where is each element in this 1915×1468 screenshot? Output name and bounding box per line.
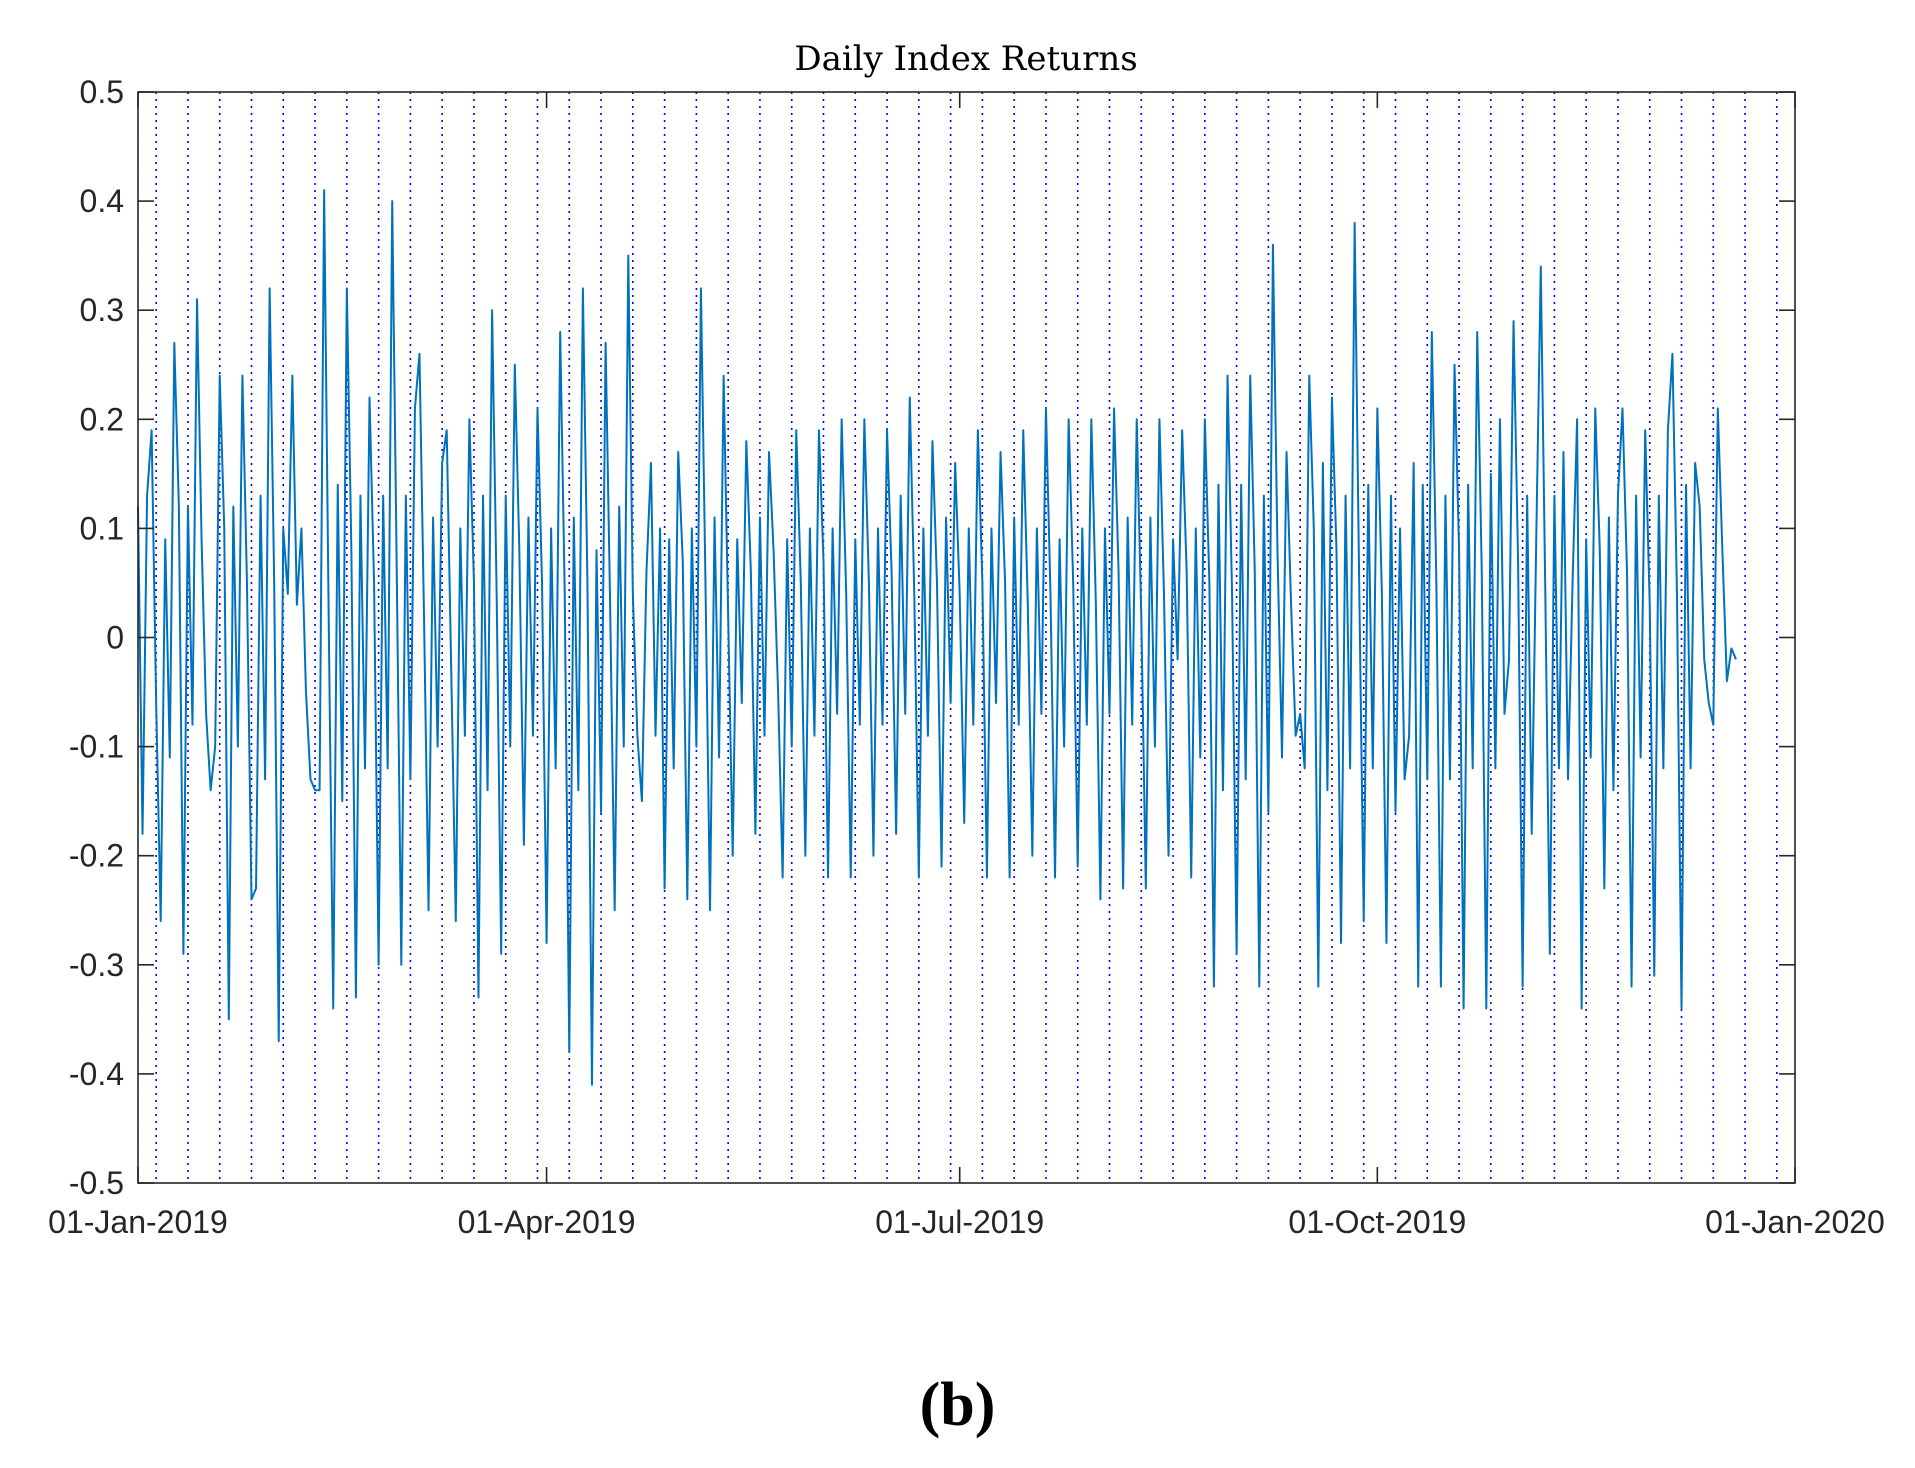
ytick-label-0: -0.5	[69, 1165, 124, 1201]
xtick-label-4: 01-Jan-2020	[1705, 1204, 1885, 1240]
returns-series-line	[137, 189, 1737, 1086]
axes-box	[137, 91, 1796, 1184]
ytick-label-5: 0	[106, 620, 124, 656]
y-tick-labels: -0.5 -0.4 -0.3 -0.2 -0.1 0 0.1 0.2 0.3 0.4 0.5	[69, 74, 124, 1201]
chart-title: Daily Index Returns	[794, 39, 1137, 79]
x-tick-labels: 01-Jan-2019 01-Apr-2019 01-Jul-2019 01-Oct-…	[48, 1204, 1885, 1240]
panel-label: (b)	[919, 1371, 996, 1439]
xtick-label-3: 01-Oct-2019	[1288, 1204, 1466, 1240]
ytick-label-7: 0.2	[80, 401, 124, 437]
ytick-label-1: -0.4	[69, 1056, 124, 1092]
ytick-label-8: 0.3	[80, 292, 124, 328]
xtick-label-2: 01-Jul-2019	[875, 1204, 1044, 1240]
ytick-label-2: -0.3	[69, 947, 124, 983]
ytick-label-9: 0.4	[80, 183, 124, 219]
ytick-label-4: -0.1	[69, 729, 124, 765]
ytick-label-6: 0.1	[80, 510, 124, 546]
ytick-label-10: 0.5	[80, 74, 124, 110]
xtick-label-0: 01-Jan-2019	[48, 1204, 228, 1240]
xtick-label-1: 01-Apr-2019	[458, 1204, 636, 1240]
ytick-label-3: -0.2	[69, 838, 124, 874]
